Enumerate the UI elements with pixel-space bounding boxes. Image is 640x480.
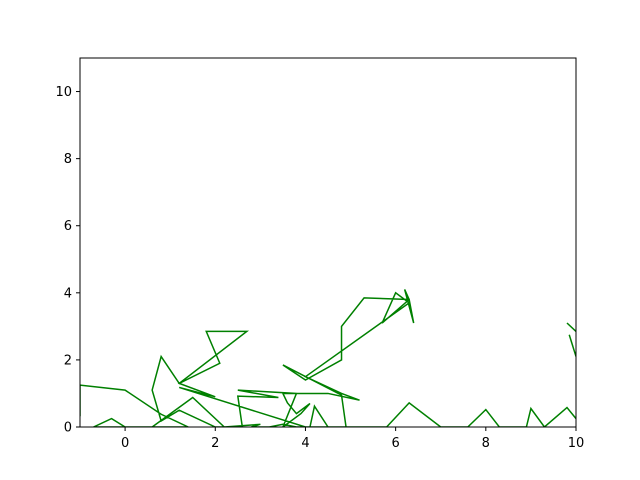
x-tick-label: 0: [121, 436, 129, 451]
series-line-2: [566, 322, 576, 332]
plot-area: [80, 58, 576, 427]
x-tick-label: 2: [211, 436, 219, 451]
x-tick-label: 6: [391, 436, 399, 451]
y-tick-label: 4: [64, 286, 72, 301]
y-tick-label: 6: [64, 219, 72, 234]
x-tick-label: 10: [568, 436, 585, 451]
series-line-1: [80, 289, 576, 427]
y-tick-label: 0: [64, 421, 72, 436]
series-line-3: [568, 334, 576, 357]
plot-frame: [79, 57, 577, 428]
y-tick-label: 8: [64, 152, 72, 167]
x-axis: 0 2 4 6 8 10: [121, 427, 584, 451]
y-tick-label: 2: [64, 353, 72, 368]
x-tick-label: 4: [301, 436, 309, 451]
y-axis: 0 2 4 6 8 10: [55, 85, 80, 436]
y-tick-label: 10: [55, 85, 72, 100]
series-layer: [80, 289, 576, 427]
x-tick-label: 8: [482, 436, 490, 451]
